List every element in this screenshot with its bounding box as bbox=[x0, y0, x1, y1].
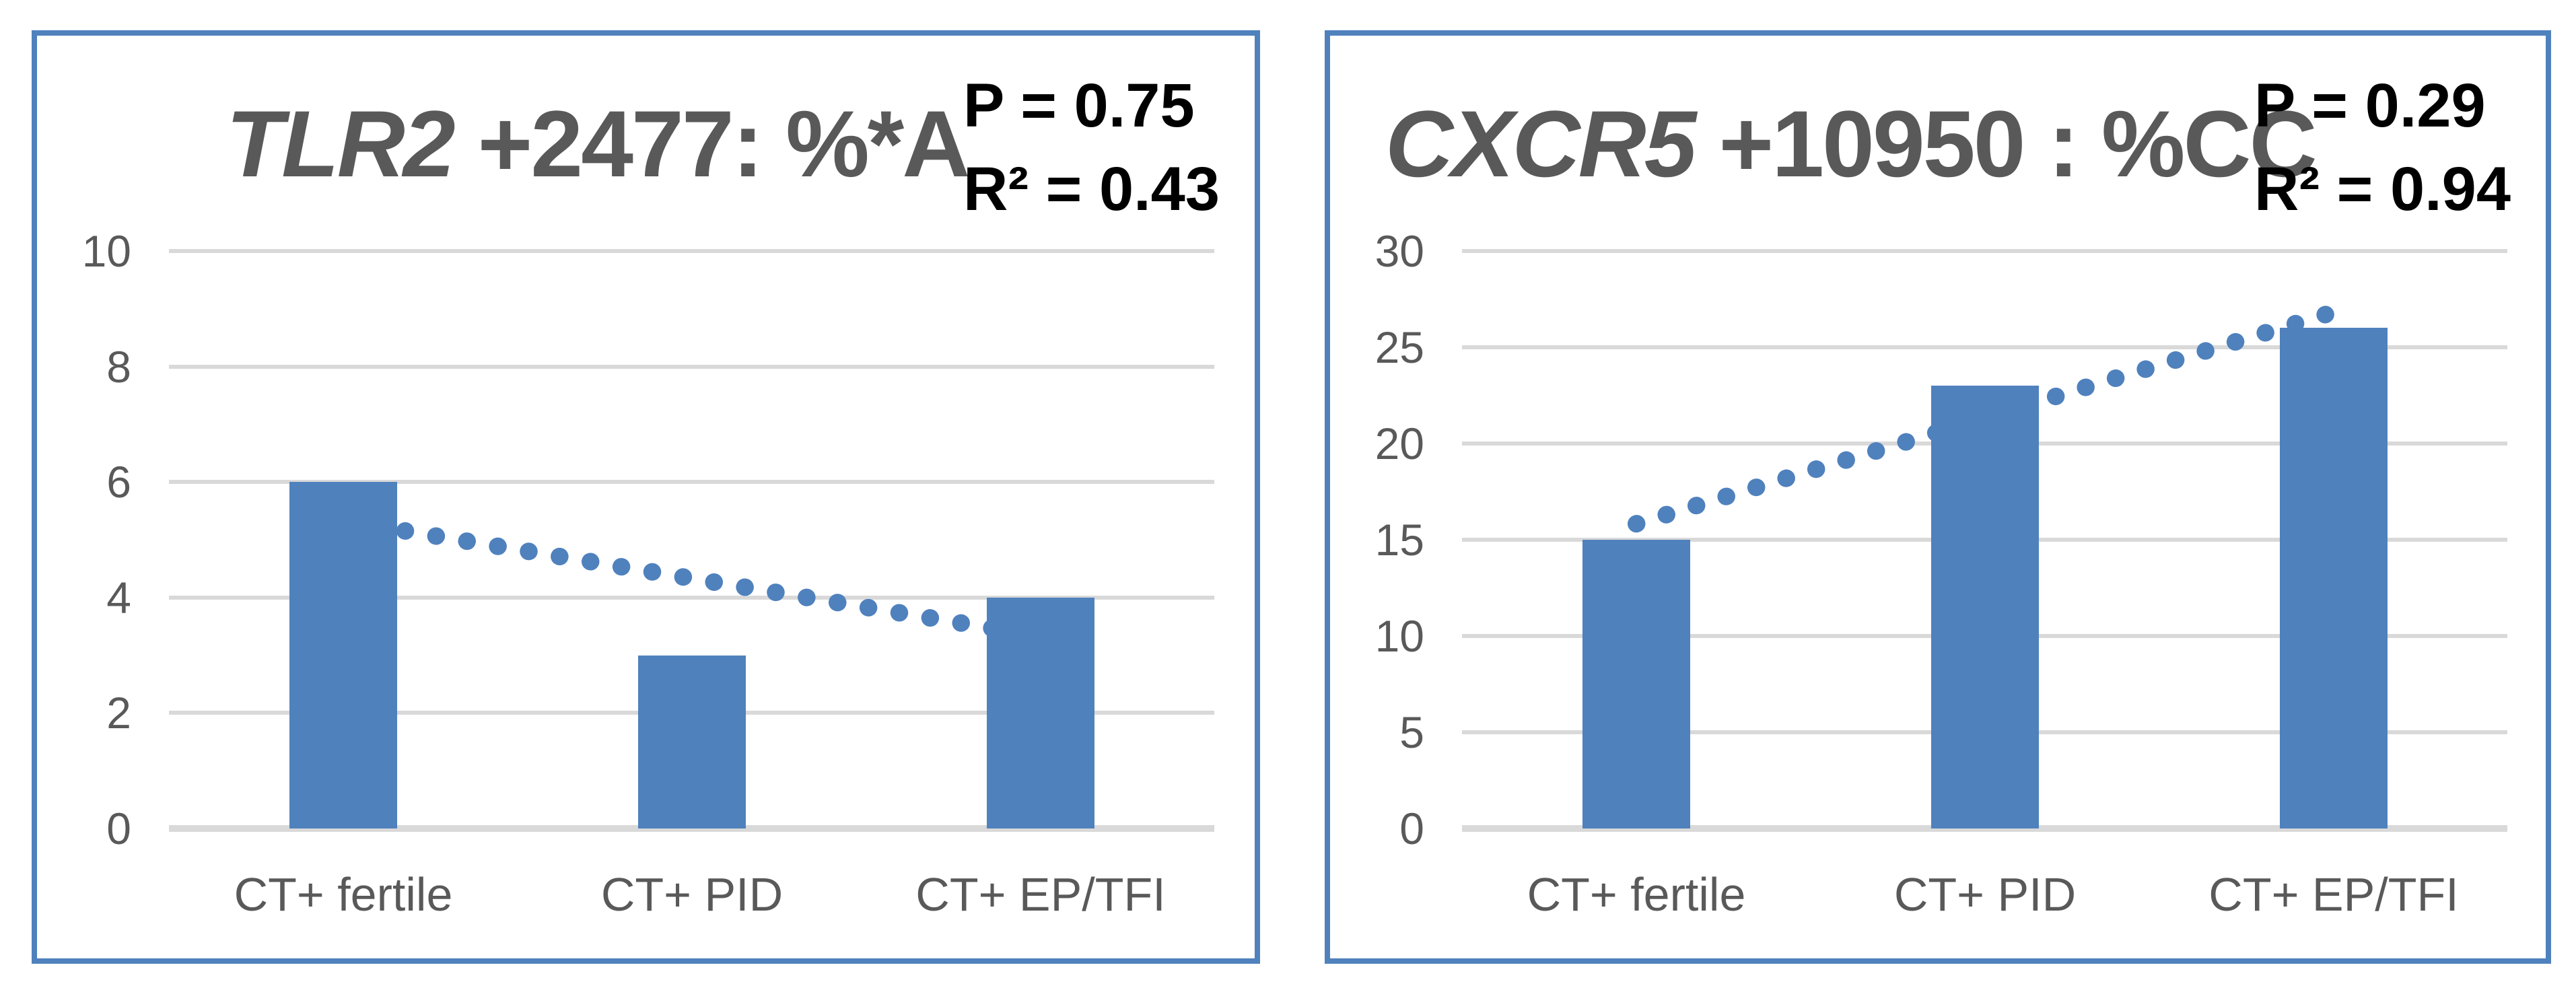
title-rest: +10950 : %CC bbox=[1694, 91, 2317, 197]
gridline bbox=[1462, 249, 2507, 253]
plot-area: 0 5 10 15 20 25 30 CT+ fertile CT+ PID CT+ EP/TFI bbox=[1325, 30, 2551, 964]
x-category-label: CT+ EP/TFI bbox=[2208, 868, 2459, 921]
x-axis-line bbox=[169, 825, 1214, 832]
chart-panel-cxcr5: 0 5 10 15 20 25 30 CT+ fertile CT+ PID CT+ EP/TFI… bbox=[1325, 30, 2551, 964]
trendline bbox=[335, 511, 1049, 645]
y-tick-label: 10 bbox=[1374, 611, 1424, 661]
chart-title: TLR2 +2477: %*A bbox=[126, 90, 1068, 198]
gridline bbox=[1462, 345, 2507, 349]
plot-area: 0 2 4 6 8 10 CT+ fertile CT+ PID CT+ EP/TFI bbox=[32, 30, 1260, 964]
r-squared-label: R² = 0.43 bbox=[963, 155, 1220, 223]
gene-symbol: CXCR5 bbox=[1385, 91, 1697, 197]
stats-block: P = 0.75 R² = 0.43 bbox=[963, 64, 1220, 231]
y-tick-label: 15 bbox=[1374, 515, 1424, 565]
gridline bbox=[169, 480, 1214, 485]
bar-ct-pid bbox=[638, 655, 746, 828]
chart-panel-tlr2: 0 2 4 6 8 10 CT+ fertile CT+ PID CT+ EP/TFI TLR2… bbox=[32, 30, 1260, 964]
p-value-label: P = 0.29 bbox=[2254, 71, 2486, 140]
gridline bbox=[169, 249, 1214, 253]
trendline bbox=[1628, 303, 2342, 533]
x-category-label: CT+ PID bbox=[1893, 868, 2077, 921]
y-tick-label: 25 bbox=[1374, 322, 1424, 372]
title-rest: +2477: %*A bbox=[453, 91, 971, 197]
y-tick-label: 8 bbox=[106, 341, 131, 392]
gridline bbox=[169, 595, 1214, 600]
trendline-path bbox=[335, 511, 1049, 645]
bar-ct-fertile bbox=[1582, 540, 1690, 828]
y-tick-label: 4 bbox=[106, 572, 131, 623]
y-tick-label: 0 bbox=[1399, 804, 1424, 853]
x-category-label: CT+ fertile bbox=[1527, 868, 1746, 921]
panel-border bbox=[1325, 30, 2551, 964]
x-category-label: CT+ PID bbox=[600, 868, 784, 921]
x-category-label: CT+ EP/TFI bbox=[915, 868, 1166, 921]
r-squared-label: R² = 0.94 bbox=[2254, 155, 2511, 223]
bar-ct-ep-tfi bbox=[2280, 328, 2388, 828]
y-tick-label: 10 bbox=[81, 226, 131, 276]
y-tick-label: 5 bbox=[1399, 707, 1424, 757]
x-axis-line bbox=[1462, 825, 2507, 832]
gene-symbol: TLR2 bbox=[225, 91, 456, 197]
x-category-label: CT+ fertile bbox=[234, 868, 453, 921]
y-tick-label: 6 bbox=[106, 457, 131, 507]
y-tick-label: 0 bbox=[106, 804, 131, 853]
panel-border bbox=[32, 30, 1260, 964]
y-tick-label: 2 bbox=[106, 688, 131, 738]
gridline bbox=[169, 364, 1214, 369]
bar-ct-ep-tfi bbox=[987, 597, 1094, 828]
y-tick-label: 20 bbox=[1374, 419, 1424, 468]
stats-block: P = 0.29 R² = 0.94 bbox=[2254, 64, 2511, 231]
bar-ct-pid bbox=[1931, 386, 2039, 828]
y-tick-label: 30 bbox=[1374, 226, 1424, 276]
p-value-label: P = 0.75 bbox=[963, 71, 1195, 140]
trendline-path bbox=[1628, 303, 2342, 533]
chart-title: CXCR5 +10950 : %CC bbox=[1385, 90, 2318, 198]
bar-ct-fertile bbox=[289, 482, 397, 828]
